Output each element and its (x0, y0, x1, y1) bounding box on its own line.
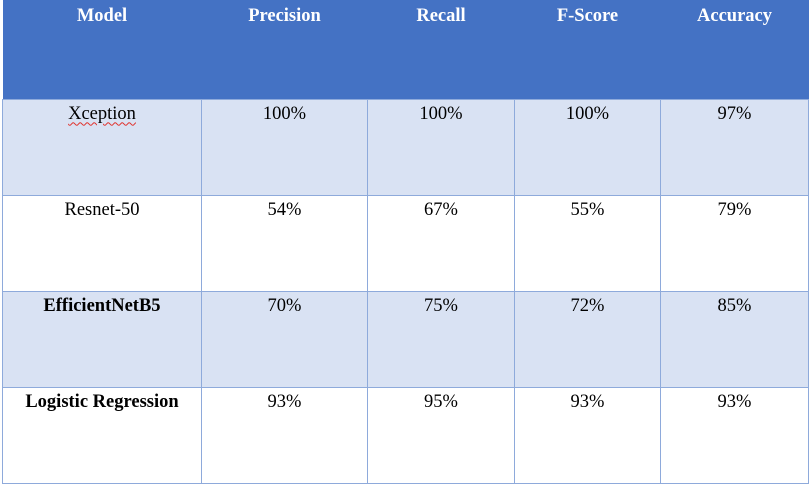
model-cell: EfficientNetB5 (2, 290, 202, 388)
header-accuracy: Accuracy (697, 6, 772, 26)
model-cell: Logistic Regression (2, 386, 202, 484)
recall-cell: 100% (367, 98, 515, 196)
table-row: Xception 100% 100% 100% 97% (2, 98, 809, 196)
f-score-cell: 100% (514, 98, 661, 196)
precision-cell: 70% (201, 290, 368, 388)
header-f-score: F-Score (556, 6, 619, 26)
header-row: Model Precision Recall F-Score Accuracy (2, 0, 809, 99)
accuracy-cell: 85% (660, 290, 809, 388)
header-recall: Recall (416, 6, 466, 26)
model-name: Xception (68, 103, 136, 124)
accuracy-cell: 97% (660, 98, 809, 196)
precision-cell: 100% (201, 98, 368, 196)
table-body: Xception 100% 100% 100% 97% Resnet-50 54… (2, 98, 809, 484)
model-name: Resnet-50 (64, 199, 140, 220)
f-score-cell: 93% (514, 386, 661, 484)
header-model: Model (76, 6, 128, 26)
table-header: Model Precision Recall F-Score Accuracy (2, 0, 809, 99)
table-row: Resnet-50 54% 67% 55% 79% (2, 194, 809, 292)
recall-cell: 67% (367, 194, 515, 292)
model-cell: Resnet-50 (2, 194, 202, 292)
precision-cell: 54% (201, 194, 368, 292)
header-precision: Precision (248, 6, 321, 26)
accuracy-cell: 79% (660, 194, 809, 292)
table-row: EfficientNetB5 70% 75% 72% 85% (2, 290, 809, 388)
recall-cell: 95% (367, 386, 515, 484)
f-score-cell: 55% (514, 194, 661, 292)
precision-cell: 93% (201, 386, 368, 484)
f-score-cell: 72% (514, 290, 661, 388)
model-name: Logistic Regression (25, 391, 179, 412)
recall-cell: 75% (367, 290, 515, 388)
table-row: Logistic Regression 93% 95% 93% 93% (2, 386, 809, 484)
accuracy-cell: 93% (660, 386, 809, 484)
model-cell: Xception (2, 98, 202, 196)
model-name: EfficientNetB5 (43, 295, 161, 316)
